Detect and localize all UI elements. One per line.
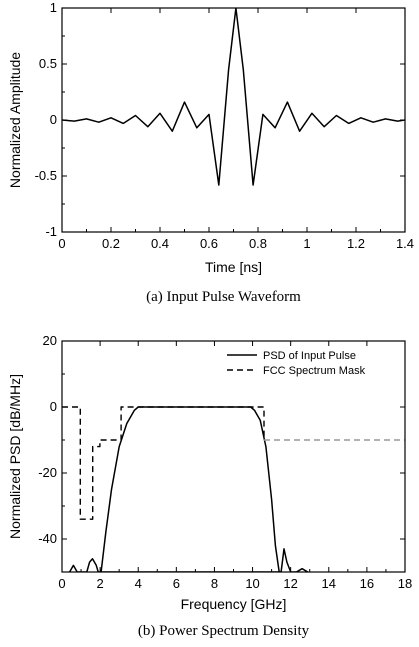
chart-b-group: 0 2 4 6 8 10 12 14 16 18 -40 -20 0 20 Frequency [GHz] N… bbox=[7, 333, 412, 639]
chart-a-x-tick-label: 1.2 bbox=[347, 236, 365, 251]
chart-b-legend-label: FCC Spectrum Mask bbox=[263, 365, 366, 377]
chart-b-series-fcc-spectrum-mask bbox=[62, 406, 265, 520]
chart-a-y-tick-label: -0.5 bbox=[35, 168, 57, 183]
chart-a-y-tick-label: 1 bbox=[50, 0, 57, 15]
chart-b-x-tick-label: 14 bbox=[322, 576, 336, 591]
chart-b-x-tick-label: 8 bbox=[211, 576, 218, 591]
chart-b-series-extra-3 bbox=[68, 548, 309, 572]
chart-a-x-axis-label: Time [ns] bbox=[205, 259, 262, 275]
chart-b-y-tick-label: -40 bbox=[38, 531, 57, 546]
chart-a-x-tick-label: 0.2 bbox=[102, 236, 120, 251]
chart-b-x-tick-label: 6 bbox=[173, 576, 180, 591]
chart-a-plot-frame bbox=[61, 7, 406, 233]
chart-b-x-tick-label: 2 bbox=[96, 576, 103, 591]
chart-b-y-tick-label: 20 bbox=[43, 333, 57, 348]
chart-a-x-tick-label: 0 bbox=[58, 236, 65, 251]
chart-b-x-tick-label: 10 bbox=[245, 576, 259, 591]
chart-b-series-psd-of-input-pulse bbox=[100, 406, 282, 572]
chart-b-x-tick-label: 18 bbox=[398, 576, 412, 591]
chart-a-series-extra-0 bbox=[62, 8, 405, 186]
chart-b-x-tick-label: 0 bbox=[58, 576, 65, 591]
chart-b-caption: (b) Power Spectrum Density bbox=[138, 623, 310, 639]
chart-a-x-tick-label: 1 bbox=[303, 236, 310, 251]
chart-b-y-tick-label: 0 bbox=[50, 399, 57, 414]
chart-a-x-tick-label: 0.8 bbox=[249, 236, 267, 251]
chart-a-x-tick-label: 1.4 bbox=[396, 236, 414, 251]
chart-a-y-tick-label: 0 bbox=[50, 112, 57, 127]
chart-b-x-axis-label: Frequency [GHz] bbox=[181, 596, 287, 612]
chart-a-group: 0 0.2 0.4 0.6 0.8 1 1.2 1.4 -1 -0.5 0 0.5 1 Time [ns]… bbox=[7, 0, 414, 305]
chart-a-y-tick-label: -1 bbox=[45, 224, 57, 239]
chart-a-y-axis-label: Normalized Amplitude bbox=[7, 52, 23, 188]
chart-a-y-tick-label: 0.5 bbox=[39, 56, 57, 71]
chart-b-x-tick-label: 4 bbox=[135, 576, 142, 591]
chart-b-y-axis-label: Normalized PSD [dB/MHz] bbox=[7, 374, 23, 539]
chart-b-y-tick-label: -20 bbox=[38, 465, 57, 480]
chart-b-x-tick-label: 12 bbox=[283, 576, 297, 591]
chart-a-x-tick-label: 0.4 bbox=[151, 236, 169, 251]
chart-a-caption: (a) Input Pulse Waveform bbox=[146, 289, 301, 305]
chart-b-legend-label: PSD of Input Pulse bbox=[263, 350, 356, 362]
chart-a-x-tick-label: 0.6 bbox=[200, 236, 218, 251]
chart-b-x-tick-label: 16 bbox=[360, 576, 374, 591]
